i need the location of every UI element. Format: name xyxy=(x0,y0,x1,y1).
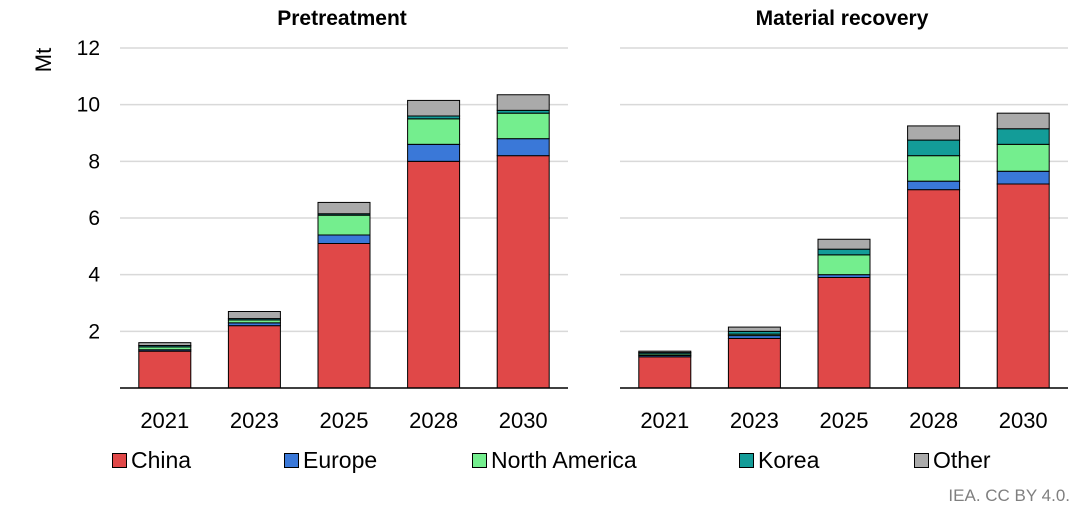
bar-north-america xyxy=(407,118,461,145)
legend: China Europe North America Korea Other xyxy=(0,447,1080,477)
legend-swatch xyxy=(112,453,127,468)
y-tick-label: 10 xyxy=(77,94,100,117)
legend-label: Europe xyxy=(303,447,378,473)
bar-other xyxy=(317,201,371,215)
bar-china xyxy=(496,155,550,389)
x-tick-label: 2028 xyxy=(909,408,958,433)
y-tick-label: 12 xyxy=(77,37,100,60)
x-tick-label: 2021 xyxy=(140,408,189,433)
chart: Pretreatment 2 4 6 8 10 12 2021 2023 2025 2028 2030… xyxy=(31,7,1068,433)
y-tick-label: 6 xyxy=(88,207,100,230)
bar-korea xyxy=(996,128,1050,145)
legend-swatch xyxy=(739,453,754,468)
legend-swatch xyxy=(914,453,929,468)
panel-2: Material recovery 2021 2023 2025 2028 2030 xyxy=(620,7,1068,433)
bar-china xyxy=(817,277,871,389)
bar-china xyxy=(317,243,371,389)
bar-north-america xyxy=(907,155,961,182)
bar-china xyxy=(138,350,192,389)
y-axis-label: Mt xyxy=(31,48,56,72)
bar-other xyxy=(407,99,461,117)
bar-other xyxy=(496,94,550,111)
panel-1: Pretreatment 2 4 6 8 10 12 2021 2023 2025 2028 2030 xyxy=(77,7,568,433)
legend-label: North America xyxy=(491,447,637,473)
panel-title: Material recovery xyxy=(756,7,929,30)
bar-north-america xyxy=(817,254,871,276)
bar-china xyxy=(227,325,281,389)
bar-china xyxy=(407,160,461,389)
legend-label: Other xyxy=(933,447,991,473)
bar-europe xyxy=(996,170,1050,185)
legend-item-korea: Korea xyxy=(739,447,819,474)
legend-label: China xyxy=(131,447,192,473)
x-tick-label: 2030 xyxy=(499,408,548,433)
x-tick-label: 2025 xyxy=(320,408,369,433)
bar-other xyxy=(227,311,281,320)
credit-text: IEA. CC BY 4.0. xyxy=(948,486,1070,505)
x-tick-label: 2025 xyxy=(820,408,869,433)
y-tick-label: 8 xyxy=(88,150,100,173)
legend-item-other: Other xyxy=(914,447,991,474)
bar-north-america xyxy=(496,112,550,140)
bar-europe xyxy=(907,180,961,191)
legend-swatch xyxy=(472,453,487,468)
legend-swatch xyxy=(284,453,299,468)
bar-korea xyxy=(817,248,871,256)
legend-item-europe: Europe xyxy=(284,447,377,474)
bar-china xyxy=(727,337,781,389)
panel-title: Pretreatment xyxy=(277,7,407,30)
legend-item-north-america: North America xyxy=(472,447,637,474)
x-tick-label: 2030 xyxy=(999,408,1048,433)
bar-other xyxy=(727,326,781,332)
bar-other xyxy=(907,125,961,141)
bar-korea xyxy=(907,139,961,157)
bar-other xyxy=(817,238,871,250)
bar-europe xyxy=(407,143,461,162)
x-tick-label: 2021 xyxy=(640,408,689,433)
bar-north-america xyxy=(317,214,371,236)
legend-item-china: China xyxy=(112,447,191,474)
bar-europe xyxy=(317,234,371,244)
y-tick-label: 4 xyxy=(88,264,100,287)
bar-north-america xyxy=(996,143,1050,172)
x-tick-label: 2028 xyxy=(409,408,458,433)
y-tick-label: 2 xyxy=(88,320,100,343)
bar-europe xyxy=(496,138,550,157)
x-tick-label: 2023 xyxy=(730,408,779,433)
legend-label: Korea xyxy=(758,447,820,473)
bar-china xyxy=(907,189,961,389)
bar-china xyxy=(996,183,1050,389)
bar-other xyxy=(638,350,692,354)
bar-other xyxy=(138,342,192,346)
bar-other xyxy=(996,112,1050,130)
bar-china xyxy=(638,356,692,389)
x-tick-label: 2023 xyxy=(230,408,279,433)
